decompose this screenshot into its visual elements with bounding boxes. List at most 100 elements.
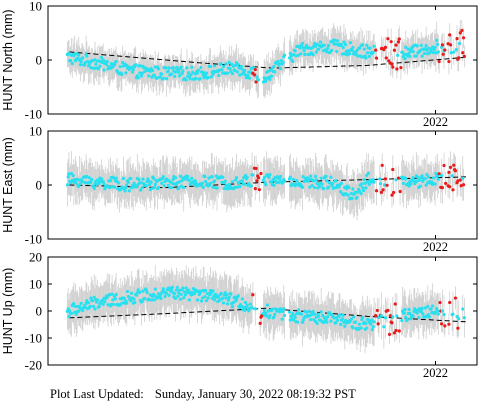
data-point: [191, 287, 196, 291]
data-point: [454, 48, 458, 52]
data-point: [289, 54, 293, 58]
recent-data-point: [396, 176, 401, 180]
data-point: [102, 182, 106, 186]
data-point: [224, 62, 228, 66]
data-point: [156, 67, 161, 71]
data-point: [140, 71, 144, 75]
data-point: [94, 62, 98, 66]
data-point: [313, 312, 317, 316]
data-point: [351, 45, 355, 50]
data-point: [138, 290, 142, 294]
x-tick-label: 2022: [423, 115, 448, 129]
data-point: [435, 38, 439, 42]
data-point: [81, 180, 85, 184]
data-point: [124, 185, 128, 190]
data-point: [449, 51, 453, 55]
data-point: [342, 40, 346, 44]
data-point: [219, 291, 223, 295]
data-point: [166, 69, 170, 73]
data-point: [114, 292, 118, 297]
data-point: [321, 313, 325, 318]
data-point: [234, 298, 239, 302]
data-point: [256, 78, 261, 82]
data-point: [291, 59, 295, 63]
data-point: [282, 179, 287, 183]
data-point: [85, 54, 89, 58]
recent-data-point: [255, 179, 259, 183]
data-point: [136, 76, 140, 80]
data-point: [144, 184, 148, 188]
data-point: [371, 324, 375, 329]
data-point: [125, 301, 129, 305]
data-point: [251, 173, 255, 177]
recent-data-point: [448, 165, 453, 170]
data-point: [127, 295, 131, 299]
data-point: [165, 77, 169, 81]
data-point: [106, 303, 110, 307]
data-point: [201, 185, 205, 189]
data-point: [243, 68, 247, 73]
data-point: [435, 174, 440, 178]
data-point: [67, 314, 71, 319]
data-point: [262, 175, 266, 180]
data-point: [436, 312, 440, 316]
data-point: [193, 72, 197, 76]
data-point: [206, 296, 210, 300]
data-point: [319, 176, 323, 180]
data-point: [158, 75, 162, 79]
data-point: [328, 181, 332, 185]
data-point: [317, 184, 322, 189]
data-point: [170, 181, 174, 185]
data-point: [138, 188, 143, 192]
data-point: [404, 45, 408, 49]
data-point: [233, 68, 237, 73]
data-point: [414, 54, 418, 58]
data-point: [457, 41, 462, 45]
recent-data-point: [374, 189, 379, 193]
data-point: [319, 310, 323, 314]
recent-data-point: [441, 52, 445, 56]
data-point: [303, 52, 307, 56]
data-point: [339, 43, 344, 47]
data-point: [326, 43, 331, 47]
data-point: [324, 174, 328, 178]
data-point: [346, 193, 350, 197]
data-point: [86, 59, 90, 64]
data-point: [462, 316, 466, 320]
recent-data-point: [438, 300, 442, 305]
data-point: [200, 181, 205, 185]
data-point: [278, 174, 283, 179]
data-point: [208, 64, 213, 69]
data-point: [289, 314, 293, 318]
data-point: [325, 179, 329, 183]
data-point: [92, 186, 96, 191]
data-point: [298, 46, 302, 50]
data-point: [304, 310, 309, 314]
data-point: [266, 309, 270, 313]
data-point: [191, 70, 195, 74]
data-point: [424, 43, 428, 48]
data-point: [402, 311, 406, 315]
data-point: [224, 296, 228, 300]
recent-data-point: [384, 56, 388, 60]
data-point: [186, 291, 190, 295]
data-point: [330, 181, 335, 186]
data-point: [143, 296, 147, 301]
data-point: [272, 183, 276, 187]
data-point: [226, 298, 231, 302]
data-point: [370, 318, 374, 322]
data-point: [383, 316, 388, 320]
data-point: [108, 186, 112, 190]
recent-data-point: [257, 188, 261, 192]
data-point: [112, 176, 116, 180]
data-point: [125, 183, 129, 187]
data-point: [199, 289, 203, 293]
data-point: [111, 298, 115, 302]
recent-data-point: [388, 314, 392, 318]
data-point: [181, 286, 185, 290]
data-point: [418, 178, 422, 182]
data-point: [281, 60, 285, 65]
data-point: [171, 177, 175, 181]
data-point: [186, 288, 191, 292]
data-point: [145, 290, 149, 295]
